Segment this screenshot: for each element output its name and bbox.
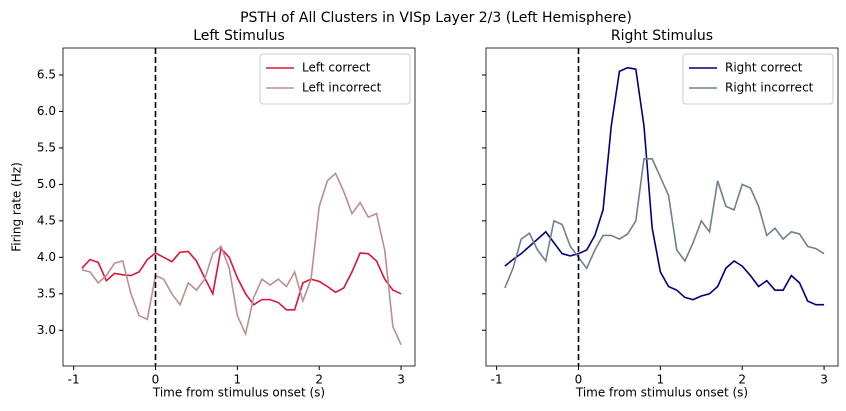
legend-label: Right incorrect bbox=[725, 81, 814, 95]
series-line bbox=[81, 246, 402, 311]
axes-frame bbox=[485, 47, 839, 367]
x-axis-label: Time from stimulus onset (s) bbox=[575, 386, 748, 400]
y-axis-label: Firing rate (Hz) bbox=[10, 162, 24, 252]
x-tick-label: 2 bbox=[738, 373, 746, 387]
x-tick-label: 1 bbox=[657, 373, 665, 387]
subplot-title: Right Stimulus bbox=[611, 28, 713, 44]
legend-box bbox=[259, 53, 411, 105]
x-tick-label: 3 bbox=[820, 373, 828, 387]
x-tick-label: 2 bbox=[315, 373, 323, 387]
y-tick-label: 3.0 bbox=[37, 323, 56, 337]
legend-label: Left incorrect bbox=[302, 81, 382, 95]
x-tick-label: -1 bbox=[491, 373, 503, 387]
series-line bbox=[504, 66, 825, 306]
figure-title: PSTH of All Clusters in VISp Layer 2/3 (… bbox=[240, 10, 632, 26]
axes-frame bbox=[62, 47, 416, 367]
x-tick-label: 3 bbox=[397, 373, 405, 387]
x-tick-label: 1 bbox=[234, 373, 242, 387]
x-tick-label: 0 bbox=[575, 373, 583, 387]
legend-label: Right correct bbox=[725, 61, 803, 75]
y-tick-label: 6.5 bbox=[37, 67, 56, 81]
y-tick-label: 5.5 bbox=[37, 140, 56, 154]
x-axis-label: Time from stimulus onset (s) bbox=[152, 386, 325, 400]
y-tick-label: 3.5 bbox=[37, 286, 56, 300]
series-line bbox=[81, 172, 402, 346]
subplot-title: Left Stimulus bbox=[193, 28, 285, 44]
series-line bbox=[504, 158, 825, 289]
y-tick-label: 6.0 bbox=[37, 104, 56, 118]
legend-label: Left correct bbox=[302, 61, 371, 75]
y-tick-label: 4.0 bbox=[37, 250, 56, 264]
x-tick-label: -1 bbox=[68, 373, 80, 387]
legend-box bbox=[682, 53, 834, 105]
y-tick-label: 4.5 bbox=[37, 213, 56, 227]
y-tick-label: 5.0 bbox=[37, 177, 56, 191]
x-tick-label: 0 bbox=[152, 373, 160, 387]
